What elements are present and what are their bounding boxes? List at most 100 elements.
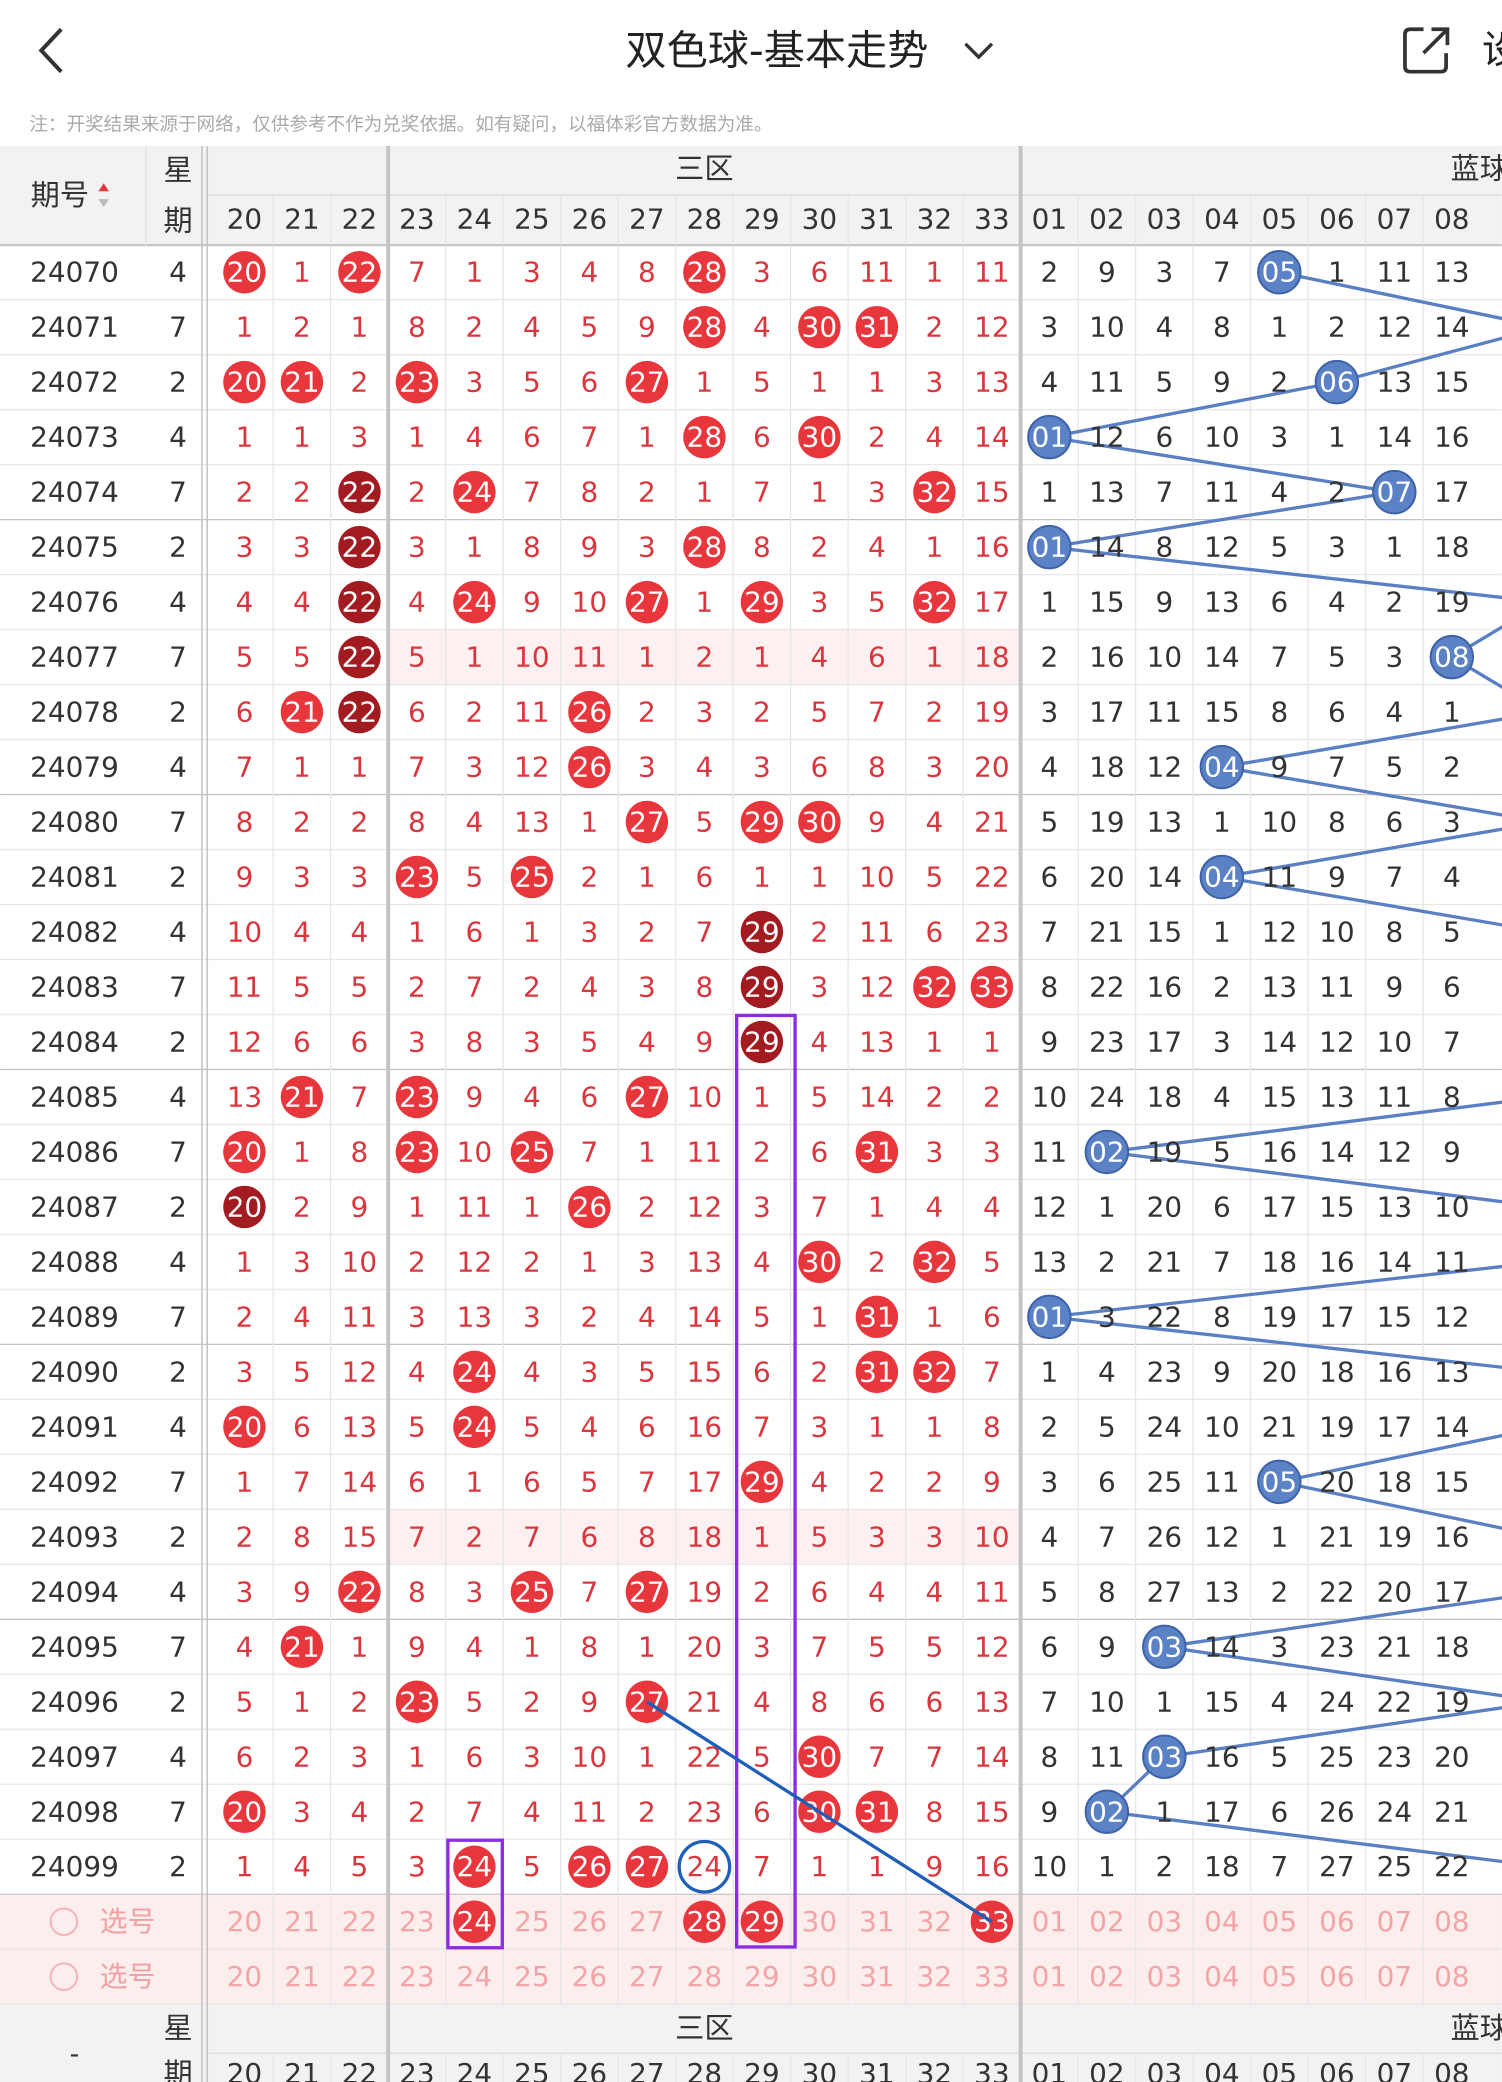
cell-number: 2 bbox=[753, 696, 771, 729]
cell-number: 3 bbox=[925, 1520, 943, 1553]
cell-number: 12 bbox=[1204, 531, 1239, 564]
cell-number: 3 bbox=[351, 1740, 369, 1773]
cell-number: 7 bbox=[293, 1465, 311, 1498]
ball-number: 33 bbox=[974, 970, 1009, 1003]
cell-number: 2 bbox=[351, 366, 369, 399]
cell-number: 5 bbox=[868, 1630, 886, 1663]
cell-number: 24 bbox=[1089, 1080, 1124, 1113]
cell-number: 2 bbox=[811, 1355, 829, 1388]
cell-number: 4 bbox=[523, 1795, 541, 1828]
cell-number: 13 bbox=[1377, 366, 1412, 399]
cell-number: 3 bbox=[523, 256, 541, 289]
cell-number: 6 bbox=[466, 1740, 484, 1773]
annotation-box bbox=[446, 1838, 504, 1950]
cell-number: 19 bbox=[1147, 1135, 1182, 1168]
column-number: 32 bbox=[917, 2057, 952, 2082]
cell-number: 24 bbox=[687, 1850, 722, 1883]
column-number: 33 bbox=[974, 2057, 1009, 2082]
red-ball bbox=[740, 1900, 784, 1943]
red-ball bbox=[453, 1845, 496, 1888]
column-number: 02 bbox=[1089, 203, 1124, 236]
trend-line bbox=[1221, 765, 1502, 817]
column-number: 28 bbox=[687, 2057, 722, 2082]
cell-number: 22 bbox=[1377, 1685, 1412, 1718]
cell-number: 18 bbox=[1262, 1245, 1297, 1278]
issue-number: 24074 bbox=[30, 476, 119, 509]
trend-line bbox=[1106, 1150, 1502, 1204]
cell-number: 2 bbox=[293, 806, 311, 839]
column-number: 01 bbox=[1032, 2057, 1067, 2082]
cell-number: 14 bbox=[1147, 861, 1182, 894]
trend-line bbox=[1221, 827, 1502, 879]
cell-number: 6 bbox=[868, 1685, 886, 1718]
cell-number: 8 bbox=[408, 1575, 426, 1608]
weekday: 4 bbox=[169, 586, 187, 619]
cell-number: 8 bbox=[466, 1025, 484, 1058]
ball-number: 27 bbox=[629, 1850, 664, 1883]
cell-number: 9 bbox=[351, 1190, 369, 1223]
cell-number: 10 bbox=[457, 1135, 492, 1168]
cell-number: 8 bbox=[236, 806, 254, 839]
share-button[interactable] bbox=[1403, 27, 1450, 74]
cell-number: 16 bbox=[1319, 1245, 1354, 1278]
cell-number: 4 bbox=[638, 1025, 656, 1058]
cell-number: 24 bbox=[1377, 1795, 1412, 1828]
issue-number: 24084 bbox=[30, 1025, 119, 1058]
cell-number: 1 bbox=[293, 256, 311, 289]
cell-number: 3 bbox=[466, 366, 484, 399]
settings-partial[interactable]: 设 bbox=[1482, 28, 1502, 73]
red-ball bbox=[913, 470, 956, 514]
cell-number: 13 bbox=[342, 1410, 377, 1443]
cell-number: 4 bbox=[351, 916, 369, 949]
cell-number: 18 bbox=[1434, 531, 1469, 564]
cell-number: 17 bbox=[1262, 1190, 1297, 1223]
issue-number: 24094 bbox=[30, 1575, 119, 1608]
issue-number: 24082 bbox=[30, 916, 119, 949]
trend-line bbox=[1278, 1480, 1502, 1530]
blue-ball bbox=[1027, 414, 1072, 460]
issue-number: 24093 bbox=[30, 1520, 119, 1553]
cell-number: 5 bbox=[753, 1740, 771, 1773]
cell-number: 2 bbox=[753, 1575, 771, 1608]
cell-number: 10 bbox=[1204, 421, 1239, 454]
cell-number: 15 bbox=[1377, 1300, 1412, 1333]
ball-number: 28 bbox=[687, 256, 722, 289]
cell-number: 4 bbox=[293, 1300, 311, 1333]
cell-number: 13 bbox=[1204, 1575, 1239, 1608]
select-radio[interactable] bbox=[49, 1907, 79, 1937]
cell-number: 24 bbox=[457, 1960, 492, 1993]
cell-number: 04 bbox=[1204, 1960, 1239, 1993]
cell-number: 12 bbox=[687, 1190, 722, 1223]
cell-number: 1 bbox=[1213, 806, 1231, 839]
cell-number: 2 bbox=[868, 1465, 886, 1498]
cell-number: 07 bbox=[1377, 1960, 1412, 1993]
cell-number: 1 bbox=[293, 421, 311, 454]
cell-number: 4 bbox=[1328, 586, 1346, 619]
cell-number: 11 bbox=[859, 256, 894, 289]
cell-number: 2 bbox=[1213, 970, 1231, 1003]
select-radio[interactable] bbox=[49, 1962, 79, 1991]
cell-number: 33 bbox=[974, 1960, 1009, 1993]
column-number: 06 bbox=[1319, 2057, 1354, 2082]
weekday: 4 bbox=[169, 751, 187, 784]
cell-number: 3 bbox=[523, 1300, 541, 1333]
cell-number: 6 bbox=[293, 1025, 311, 1058]
cell-number: 4 bbox=[581, 970, 599, 1003]
cell-number: 21 bbox=[1319, 1520, 1354, 1553]
cell-number: 14 bbox=[687, 1300, 722, 1333]
back-button[interactable] bbox=[38, 27, 63, 74]
cell-number: 16 bbox=[1377, 1355, 1412, 1388]
cell-number: 10 bbox=[1262, 806, 1297, 839]
cell-number: 15 bbox=[687, 1355, 722, 1388]
cell-number: 9 bbox=[868, 806, 886, 839]
cell-number: 9 bbox=[466, 1080, 484, 1113]
ball-number: 05 bbox=[1262, 256, 1297, 289]
ball-number: 04 bbox=[1204, 861, 1239, 894]
title-dropdown[interactable] bbox=[964, 42, 994, 60]
cell-number: 9 bbox=[1155, 586, 1173, 619]
cell-number: 11 bbox=[457, 1190, 492, 1223]
cell-number: 14 bbox=[1377, 1245, 1412, 1278]
footer-issue: - bbox=[70, 2039, 80, 2070]
cell-number: 6 bbox=[581, 366, 599, 399]
issue-header[interactable]: 期号 bbox=[31, 178, 89, 212]
